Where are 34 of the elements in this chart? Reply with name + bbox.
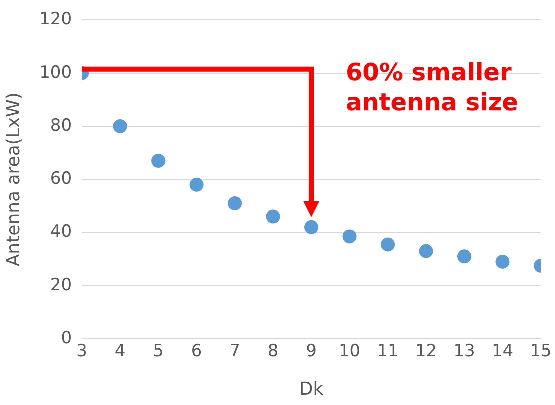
x-tick-label: 6 <box>191 342 202 362</box>
x-tick-label: 5 <box>153 342 164 362</box>
point <box>266 210 280 224</box>
x-tick-label: 8 <box>268 342 279 362</box>
point <box>419 244 434 258</box>
x-tick-label: 3 <box>76 342 88 362</box>
y-tick-label: 60 <box>50 169 72 190</box>
y-tick-label: 100 <box>40 62 72 83</box>
point <box>190 178 204 192</box>
point <box>113 119 128 134</box>
point <box>496 254 510 269</box>
x-tick-label: 11 <box>377 342 399 362</box>
x-tick-label: 9 <box>306 342 317 362</box>
x-tick-label: 14 <box>492 342 514 362</box>
point <box>342 230 357 244</box>
point <box>381 238 396 252</box>
y-axis-title: Antenna area(LxW) <box>3 92 24 267</box>
y-tick-label: 0 <box>61 328 72 348</box>
x-tick-label: 13 <box>454 342 476 362</box>
x-tick-label: 15 <box>530 342 552 362</box>
x-tick-label: 4 <box>114 342 126 362</box>
x-axis-title: Dk <box>299 378 324 400</box>
x-tick-label: 10 <box>338 342 361 362</box>
point <box>228 196 242 211</box>
point <box>152 154 166 168</box>
point <box>458 250 472 264</box>
annotation: 60% smaller antenna size <box>346 58 518 116</box>
y-tick-label: 120 <box>40 10 72 30</box>
x-tick-label: 7 <box>230 342 240 362</box>
x-tick-label: 12 <box>415 342 438 362</box>
y-tick-label: 40 <box>50 222 72 242</box>
point <box>304 220 319 234</box>
y-tick-label: 80 <box>50 116 72 136</box>
y-tick-label: 20 <box>50 275 72 296</box>
